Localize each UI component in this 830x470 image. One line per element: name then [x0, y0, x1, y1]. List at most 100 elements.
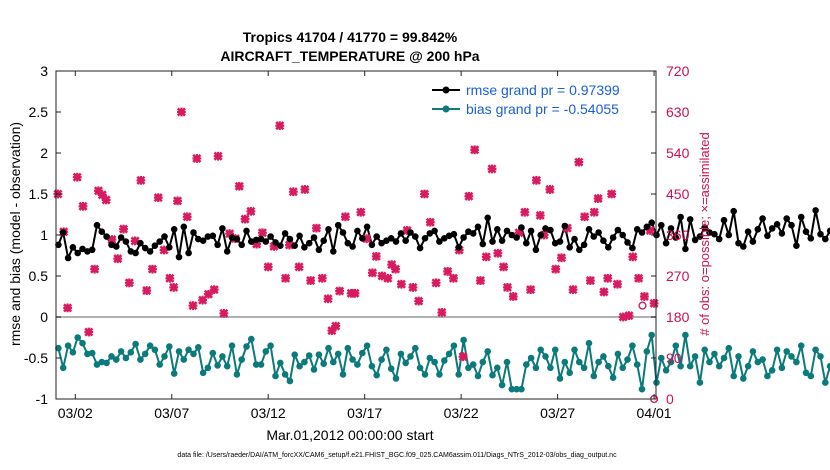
obs-assimilated-marker: [101, 195, 111, 205]
rmse-point: [590, 233, 598, 240]
obs-assimilated-marker: [119, 224, 129, 234]
bias-point: [426, 354, 434, 362]
obs-assimilated-marker: [470, 145, 480, 155]
y-tick-label: 1.5: [29, 186, 49, 202]
obs-assimilated-marker: [419, 189, 430, 199]
obs-assimilated-marker: [580, 212, 590, 222]
rmse-point: [267, 233, 274, 240]
obs-assimilated-marker: [182, 212, 192, 222]
x-tick-label: 03/17: [347, 405, 382, 421]
bias-point: [773, 346, 781, 354]
rmse-point: [532, 246, 540, 254]
bias-point: [537, 346, 544, 354]
footnote: data file: /Users/raeder/DAI/ATM_forcXX/…: [177, 452, 617, 459]
rmse-point: [151, 242, 159, 249]
y2-tick-label: 270: [666, 268, 690, 284]
rmse-point: [658, 221, 665, 229]
obs-assimilated-marker: [263, 262, 273, 272]
obs-assimilated-marker: [499, 262, 509, 272]
obs-assimilated-marker: [192, 153, 202, 163]
bias-point: [725, 344, 733, 352]
bias-point: [74, 334, 81, 341]
rmse-point: [518, 224, 525, 231]
obs-assimilated-marker: [589, 207, 599, 217]
obs-assimilated-marker: [153, 193, 163, 203]
rmse-point: [55, 241, 62, 249]
rmse-point: [556, 238, 564, 245]
bias-point: [807, 372, 815, 380]
bias-point: [204, 364, 212, 372]
rmse-point: [764, 232, 771, 240]
rmse-point: [349, 243, 356, 250]
obs-assimilated-marker: [585, 276, 595, 286]
legend-bias-marker: [442, 105, 450, 113]
bias-point: [793, 358, 800, 366]
rmse-point: [310, 234, 318, 241]
rmse-point: [585, 226, 593, 233]
obs-assimilated-marker: [275, 121, 285, 131]
obs-assimilated-marker: [464, 191, 474, 201]
rmse-point: [190, 229, 197, 236]
bias-point: [696, 379, 704, 386]
bias-point: [122, 354, 130, 362]
obs-assimilated-marker: [213, 151, 223, 161]
bias-point: [551, 346, 559, 354]
rmse-point: [320, 237, 328, 244]
bias-point: [209, 349, 217, 357]
obs-assimilated-marker: [531, 175, 541, 185]
y-tick-label: 3: [40, 63, 48, 79]
obs-assimilated-marker: [628, 252, 638, 262]
rmse-point: [277, 242, 284, 249]
rmse-point: [619, 231, 626, 239]
bias-point: [368, 362, 376, 370]
obs-assimilated-marker: [63, 303, 73, 313]
rmse-point: [609, 234, 617, 241]
obs-assimilated-marker: [639, 291, 649, 302]
obs-assimilated-marker: [607, 189, 617, 199]
bias-point: [788, 353, 795, 360]
bias-point: [387, 365, 395, 373]
rmse-point: [286, 235, 294, 243]
bias-point: [233, 371, 241, 378]
bias-point: [783, 348, 790, 355]
rmse-point: [344, 239, 352, 247]
rmse-point: [93, 221, 101, 229]
bias-point: [431, 358, 438, 366]
rmse-point: [576, 246, 583, 254]
bias-point: [735, 353, 742, 360]
bias-point: [749, 348, 757, 355]
rmse-point: [768, 225, 776, 232]
rmse-point: [672, 234, 680, 241]
rmse-point: [624, 239, 631, 246]
bias-point: [580, 364, 588, 372]
rmse-point: [629, 244, 636, 252]
bias-point: [802, 369, 810, 377]
rmse-point: [754, 226, 762, 233]
bias-point: [768, 367, 776, 374]
bias-point: [605, 362, 612, 370]
bias-point: [243, 343, 250, 350]
bias-point: [127, 349, 135, 356]
rmse-point: [725, 231, 733, 239]
bias-point: [484, 348, 492, 355]
rmse-point: [730, 207, 737, 215]
bias-point: [397, 350, 405, 358]
obs-assimilated-marker: [556, 253, 566, 263]
obs-assimilated-marker: [169, 282, 179, 292]
bias-point: [469, 361, 477, 368]
rmse-point: [547, 226, 554, 234]
rmse-point: [498, 237, 506, 244]
rmse-point: [740, 243, 747, 250]
rmse-point: [180, 223, 188, 231]
rmse-point: [812, 207, 819, 214]
bias-point: [310, 366, 318, 373]
y2-axis-label: # of obs: o=possible; ×=assimilated: [697, 132, 712, 335]
obs-assimilated-marker: [90, 264, 100, 274]
bias-point: [199, 369, 207, 377]
obs-assimilated-marker: [425, 217, 435, 227]
obs-assimilated-marker: [458, 352, 468, 362]
rmse-point: [368, 241, 376, 249]
rmse-point: [561, 222, 569, 230]
bias-point: [219, 353, 226, 360]
